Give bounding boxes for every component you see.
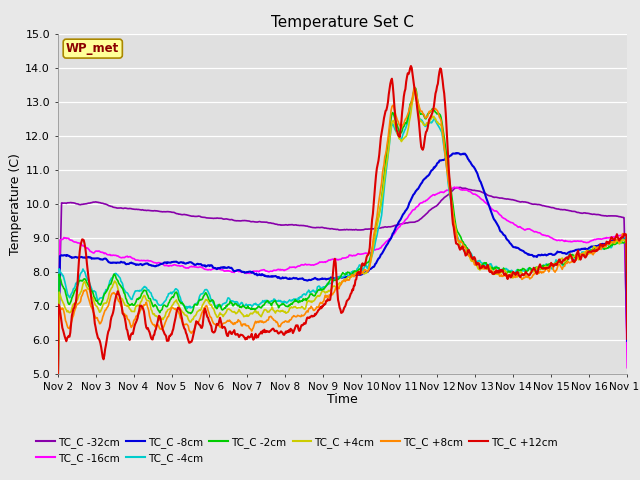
X-axis label: Time: Time: [327, 394, 358, 407]
Text: WP_met: WP_met: [66, 42, 120, 55]
Y-axis label: Temperature (C): Temperature (C): [10, 153, 22, 255]
Legend: TC_C -32cm, TC_C -16cm, TC_C -8cm, TC_C -4cm, TC_C -2cm, TC_C +4cm, TC_C +8cm, T: TC_C -32cm, TC_C -16cm, TC_C -8cm, TC_C …: [32, 432, 561, 468]
Title: Temperature Set C: Temperature Set C: [271, 15, 414, 30]
